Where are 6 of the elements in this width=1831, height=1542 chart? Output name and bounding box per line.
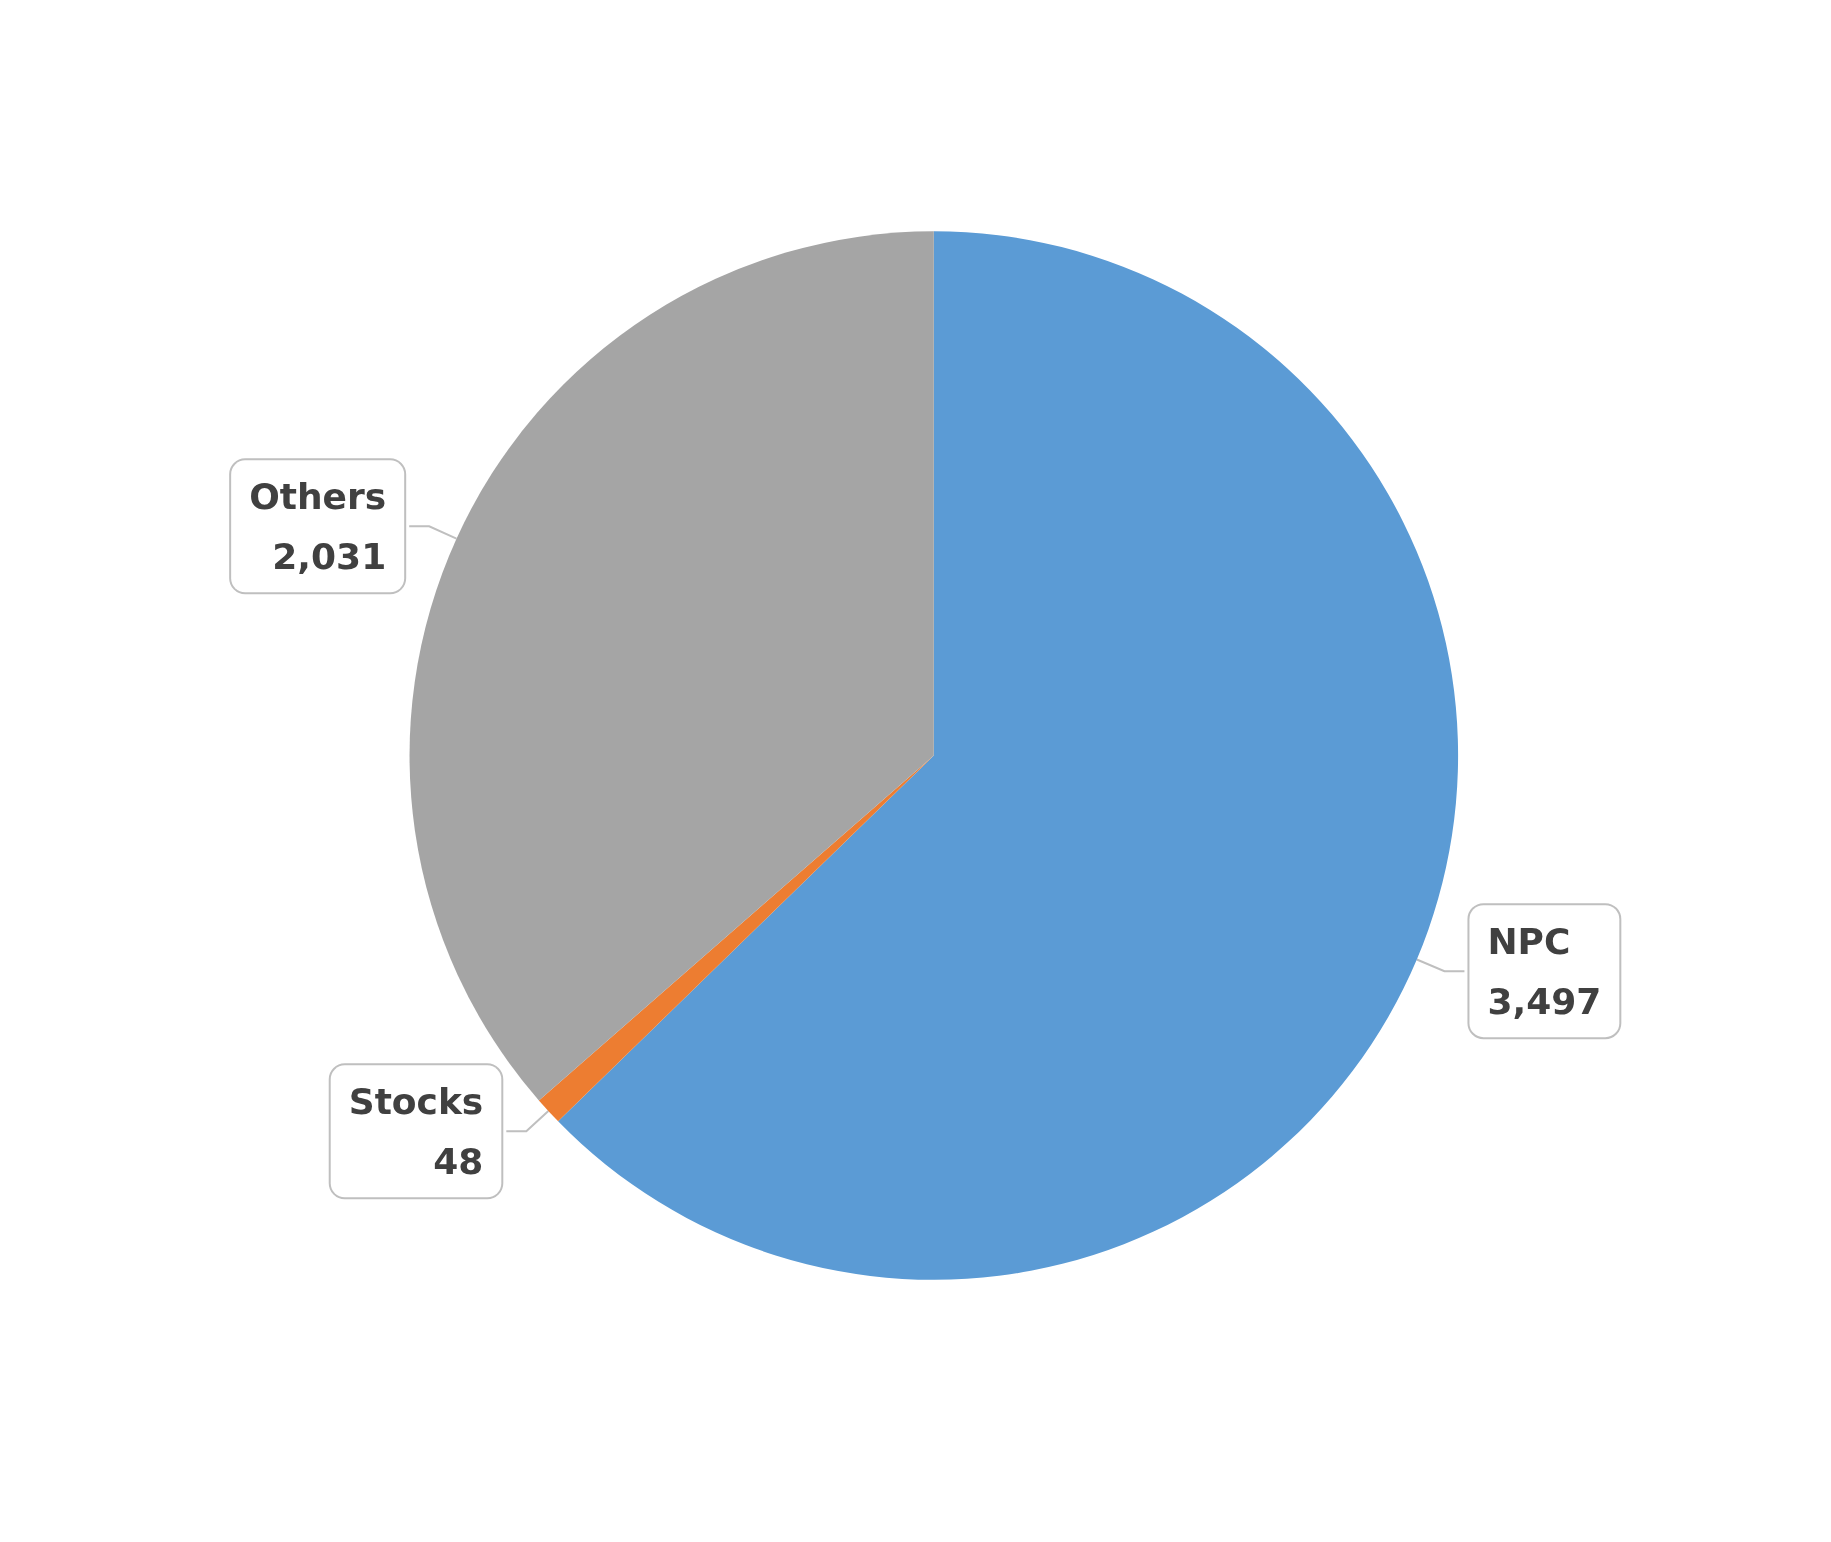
data-label: 48 [433, 1140, 484, 1182]
data-label: 2,031 [272, 535, 387, 577]
data-label: 3,497 [1487, 980, 1602, 1022]
slice-label: Others [249, 475, 387, 517]
slice-label: Stocks [348, 1080, 484, 1122]
slice-label: NPC [1487, 920, 1571, 962]
